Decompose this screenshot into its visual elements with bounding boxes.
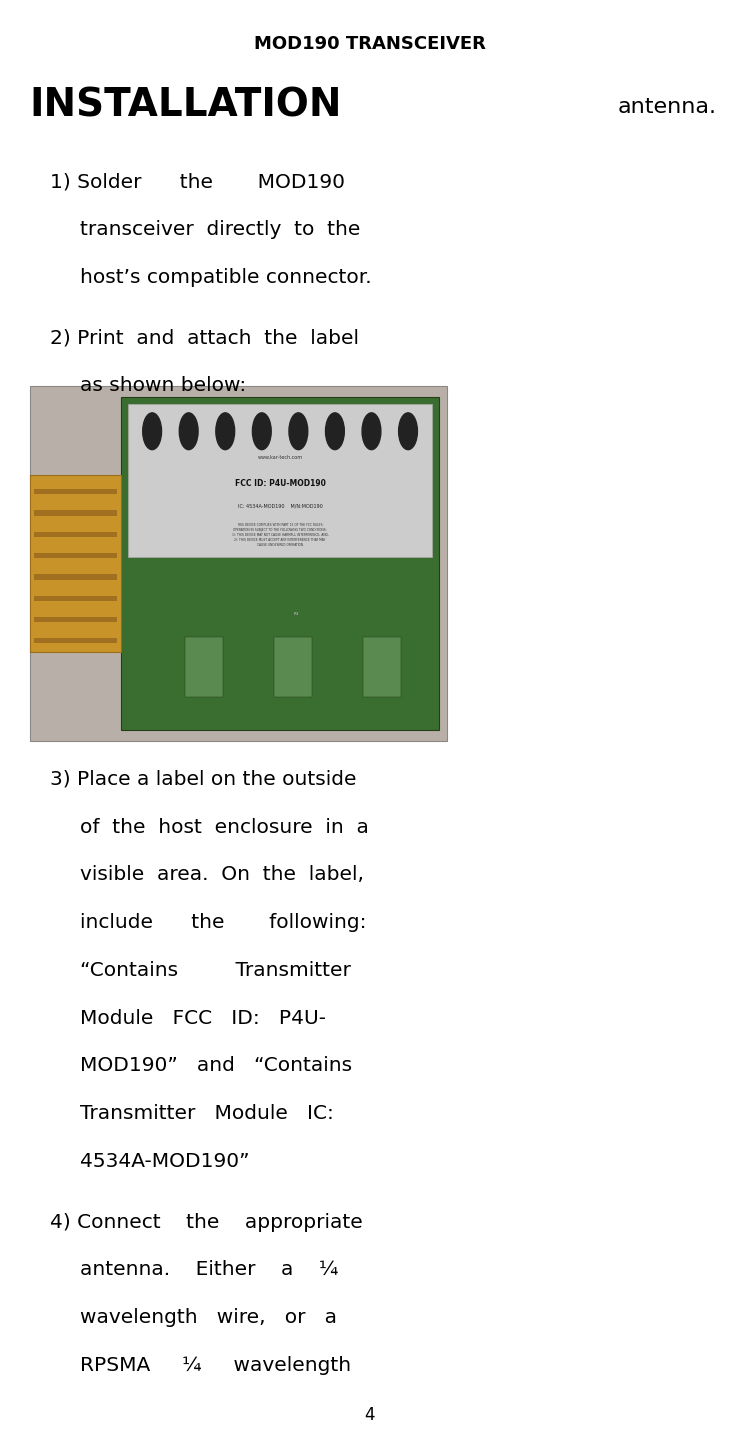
Text: INSTALLATION: INSTALLATION — [30, 87, 342, 124]
Text: 1) Solder      the       MOD190: 1) Solder the MOD190 — [50, 172, 345, 191]
Text: R3: R3 — [293, 612, 299, 615]
FancyBboxPatch shape — [30, 386, 447, 741]
FancyBboxPatch shape — [128, 404, 432, 557]
FancyBboxPatch shape — [34, 489, 117, 495]
Text: Module   FCC   ID:   P4U-: Module FCC ID: P4U- — [80, 1009, 326, 1027]
FancyBboxPatch shape — [30, 475, 121, 653]
Text: host’s compatible connector.: host’s compatible connector. — [80, 268, 372, 287]
Text: visible  area.  On  the  label,: visible area. On the label, — [80, 865, 364, 884]
Circle shape — [143, 412, 162, 450]
Text: “Contains         Transmitter: “Contains Transmitter — [80, 961, 351, 980]
Text: 4) Connect    the    appropriate: 4) Connect the appropriate — [50, 1213, 363, 1231]
Text: of  the  host  enclosure  in  a: of the host enclosure in a — [80, 818, 369, 836]
FancyBboxPatch shape — [34, 596, 117, 601]
Text: 4: 4 — [364, 1406, 375, 1424]
Text: 2) Print  and  attach  the  label: 2) Print and attach the label — [50, 328, 359, 347]
Text: wavelength   wire,   or   a: wavelength wire, or a — [80, 1308, 337, 1327]
Circle shape — [180, 412, 198, 450]
Text: www.kar-tech.com: www.kar-tech.com — [257, 454, 303, 460]
FancyBboxPatch shape — [34, 638, 117, 644]
FancyBboxPatch shape — [121, 396, 439, 731]
FancyBboxPatch shape — [273, 637, 312, 697]
Text: include      the       following:: include the following: — [80, 913, 367, 932]
Text: antenna.: antenna. — [618, 97, 717, 117]
Circle shape — [362, 412, 381, 450]
Circle shape — [216, 412, 235, 450]
FancyBboxPatch shape — [185, 637, 223, 697]
Text: 3) Place a label on the outside: 3) Place a label on the outside — [50, 770, 357, 789]
FancyBboxPatch shape — [34, 511, 117, 515]
Text: Transmitter   Module   IC:: Transmitter Module IC: — [80, 1104, 334, 1123]
Circle shape — [398, 412, 418, 450]
Text: MOD190”   and   “Contains: MOD190” and “Contains — [80, 1056, 352, 1075]
Text: antenna.    Either    a    ¼: antenna. Either a ¼ — [80, 1260, 338, 1279]
Circle shape — [325, 412, 344, 450]
Text: FCC ID: P4U-MOD190: FCC ID: P4U-MOD190 — [235, 479, 325, 488]
FancyBboxPatch shape — [34, 531, 117, 537]
Text: IC: 4534A-MOD190    M/N:MOD190: IC: 4534A-MOD190 M/N:MOD190 — [238, 504, 322, 509]
Text: MOD190 TRANSCEIVER: MOD190 TRANSCEIVER — [253, 35, 486, 52]
FancyBboxPatch shape — [34, 616, 117, 622]
Text: as shown below:: as shown below: — [80, 376, 246, 395]
Text: RPSMA     ¼     wavelength: RPSMA ¼ wavelength — [80, 1356, 351, 1375]
Circle shape — [289, 412, 307, 450]
FancyBboxPatch shape — [363, 637, 401, 697]
Text: THIS DEVICE COMPLIES WITH PART 15 OF THE FCC RULES:
OPERATION IN SUBJECT TO THE : THIS DEVICE COMPLIES WITH PART 15 OF THE… — [231, 524, 329, 547]
FancyBboxPatch shape — [34, 574, 117, 580]
Text: 4534A-MOD190”: 4534A-MOD190” — [80, 1152, 249, 1171]
Text: transceiver  directly  to  the: transceiver directly to the — [80, 220, 360, 239]
FancyBboxPatch shape — [34, 553, 117, 559]
Circle shape — [253, 412, 271, 450]
